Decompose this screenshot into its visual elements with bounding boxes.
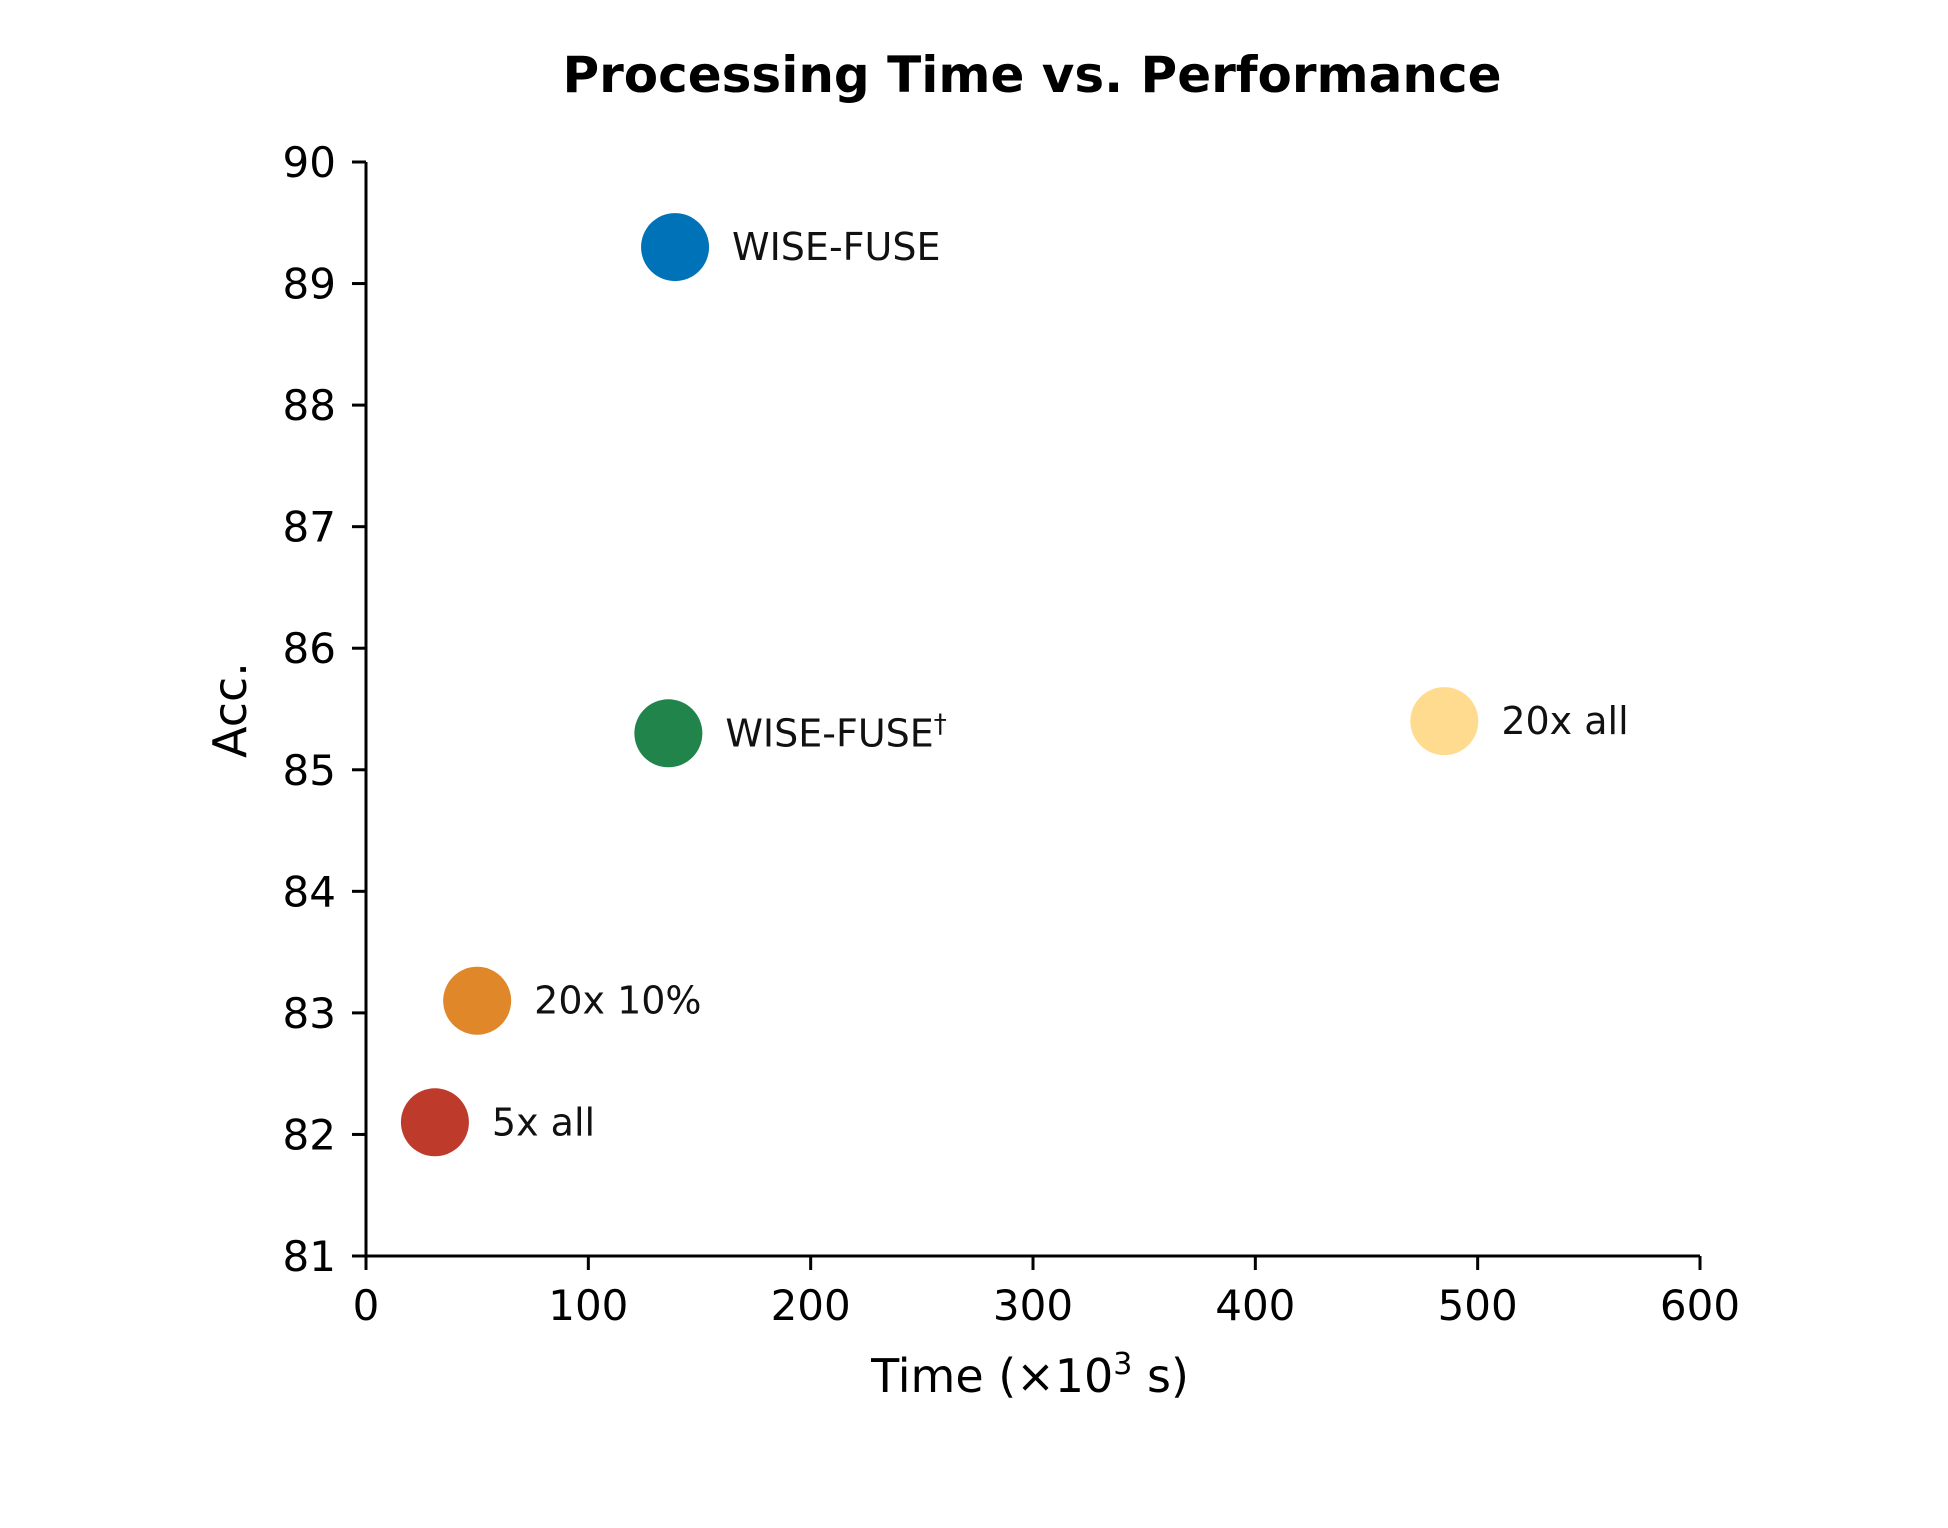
data-point [443,966,512,1035]
x-axis-label: Time (×103 s) [870,1347,1189,1403]
y-tick-label: 88 [283,381,336,430]
y-tick-label: 87 [283,503,336,552]
data-point [634,699,703,768]
x-axis-label-main: Time (×10 [870,1349,1113,1403]
y-ticks: 81 82 83 84 85 86 87 88 89 90 [283,138,366,1281]
chart-title: Processing Time vs. Performance [562,46,1501,104]
x-tick-label: 400 [1215,1281,1295,1330]
x-axis-label-suffix: s) [1132,1349,1189,1403]
x-tick-label: 200 [771,1281,851,1330]
axes [364,162,1700,1258]
y-tick-label: 86 [283,624,336,673]
data-point [400,1088,469,1157]
y-tick-label: 84 [283,867,336,916]
y-tick-label: 82 [283,1110,336,1159]
x-tick-label: 0 [353,1281,380,1330]
y-tick-label: 83 [283,989,336,1038]
data-points [400,213,1479,1157]
data-point [641,213,710,282]
x-tick-label: 300 [993,1281,1073,1330]
y-axis-label: Acc. [203,662,257,758]
y-tick-label: 81 [283,1232,336,1281]
y-tick-label: 85 [283,746,336,795]
x-tick-label: 500 [1438,1281,1518,1330]
data-point-label: WISE-FUSE† [725,709,946,755]
x-tick-label: 600 [1660,1281,1740,1330]
data-point-label: 20x all [1501,699,1628,743]
x-tick-label: 100 [548,1281,628,1330]
x-axis-label-sup: 3 [1113,1347,1132,1382]
data-point-label: WISE-FUSE [732,225,940,269]
x-ticks: 0 100 200 300 400 500 600 [353,1256,1740,1330]
y-tick-label: 90 [283,138,336,187]
data-point [1410,687,1479,756]
y-tick-label: 89 [283,260,336,309]
point-labels: WISE-FUSE WISE-FUSE† 20x all 20x 10% 5x all [492,225,1629,1144]
data-point-label: 20x 10% [534,979,701,1023]
data-point-label: 5x all [492,1100,595,1144]
